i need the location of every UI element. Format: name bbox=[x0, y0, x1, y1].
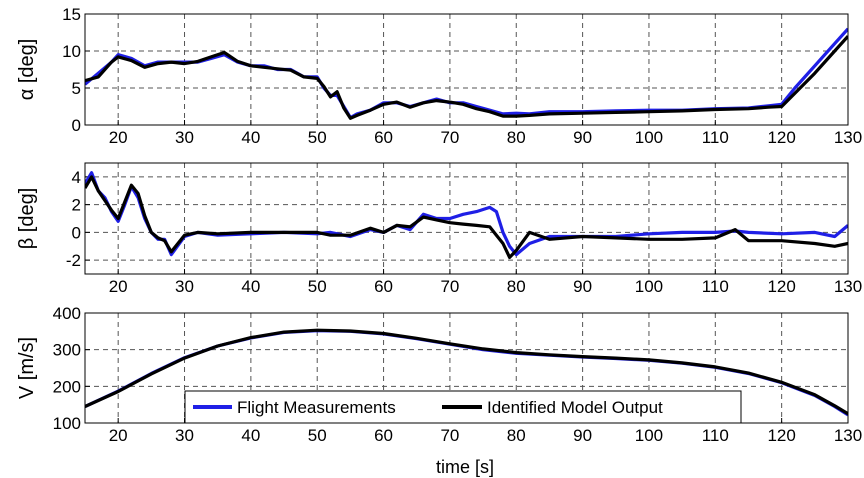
x-tick-label: 60 bbox=[374, 277, 393, 296]
y-tick-label: 15 bbox=[62, 5, 81, 24]
x-tick-label: 60 bbox=[374, 128, 393, 147]
y-tick-label: 5 bbox=[72, 79, 81, 98]
x-tick-label: 30 bbox=[175, 426, 194, 445]
x-tick-label: 130 bbox=[834, 426, 862, 445]
x-tick-label: 80 bbox=[507, 277, 526, 296]
series-line-identified-model-output bbox=[85, 35, 848, 120]
x-tick-label: 50 bbox=[308, 426, 327, 445]
x-tick-label: 30 bbox=[175, 277, 194, 296]
x-tick-label: 100 bbox=[635, 128, 663, 147]
x-tick-label: 50 bbox=[308, 128, 327, 147]
beta-panel: 20 30 40 50 60 70 80 90 100 110 120 130 -2 0 2 4 β [deg] bbox=[16, 162, 862, 296]
x-tick-label: 50 bbox=[308, 277, 327, 296]
x-tick-label: 130 bbox=[834, 128, 862, 147]
x-tick-label: 70 bbox=[440, 128, 459, 147]
legend: Flight Measurements Identified Model Out… bbox=[184, 390, 742, 424]
x-tick-label: 120 bbox=[767, 426, 795, 445]
x-tick-label: 120 bbox=[767, 277, 795, 296]
series-line-identified-model-output bbox=[85, 328, 848, 416]
y-tick-label: 10 bbox=[62, 42, 81, 61]
x-tick-label: 110 bbox=[702, 426, 729, 445]
x-tick-label: 70 bbox=[440, 426, 459, 445]
y-tick-label: 4 bbox=[72, 168, 81, 187]
y-tick-label: 100 bbox=[53, 414, 81, 433]
legend-label-measurements: Flight Measurements bbox=[237, 398, 396, 417]
x-tick-label: 80 bbox=[507, 426, 526, 445]
y-tick-label: -2 bbox=[66, 251, 81, 270]
x-tick-label: 90 bbox=[573, 277, 592, 296]
alpha-panel: 20 30 40 50 60 70 80 90 100 110 120 130 0 5 10 15 α [deg… bbox=[16, 5, 862, 147]
y-tick-label: 0 bbox=[72, 223, 81, 242]
y-axis-label: α [deg] bbox=[16, 39, 38, 101]
x-tick-label: 40 bbox=[241, 277, 260, 296]
legend-label-model: Identified Model Output bbox=[487, 398, 663, 417]
x-tick-label: 30 bbox=[175, 128, 194, 147]
x-tick-label: 90 bbox=[573, 128, 592, 147]
x-axis-label: time [s] bbox=[436, 457, 494, 477]
y-axis-label: V [m/s] bbox=[16, 337, 38, 399]
x-tick-label: 80 bbox=[507, 128, 526, 147]
y-axis-label: β [deg] bbox=[16, 188, 38, 250]
y-tick-label: 2 bbox=[72, 196, 81, 215]
x-tick-label: 130 bbox=[834, 277, 862, 296]
x-tick-label: 20 bbox=[109, 277, 128, 296]
x-tick-label: 100 bbox=[635, 426, 663, 445]
y-tick-label: 300 bbox=[53, 341, 81, 360]
x-tick-label: 40 bbox=[241, 426, 260, 445]
axes-frame bbox=[84, 162, 849, 275]
x-tick-label: 110 bbox=[702, 277, 729, 296]
y-tick-label: 200 bbox=[53, 377, 81, 396]
x-tick-label: 60 bbox=[374, 426, 393, 445]
y-tick-label: 400 bbox=[53, 304, 81, 323]
axes-frame bbox=[84, 13, 849, 126]
x-tick-label: 20 bbox=[109, 128, 128, 147]
x-tick-label: 110 bbox=[702, 128, 729, 147]
x-tick-label: 120 bbox=[767, 128, 795, 147]
x-tick-label: 70 bbox=[440, 277, 459, 296]
plot-area bbox=[85, 163, 848, 274]
x-tick-label: 90 bbox=[573, 426, 592, 445]
x-tick-label: 20 bbox=[109, 426, 128, 445]
x-tick-label: 100 bbox=[635, 277, 663, 296]
velocity-panel: 20 30 40 50 60 70 80 90 100 110 120 130 100 200 300 400… bbox=[16, 304, 862, 445]
x-tick-label: 40 bbox=[241, 128, 260, 147]
series-line-identified-model-output bbox=[85, 175, 848, 259]
y-tick-label: 0 bbox=[72, 116, 81, 135]
